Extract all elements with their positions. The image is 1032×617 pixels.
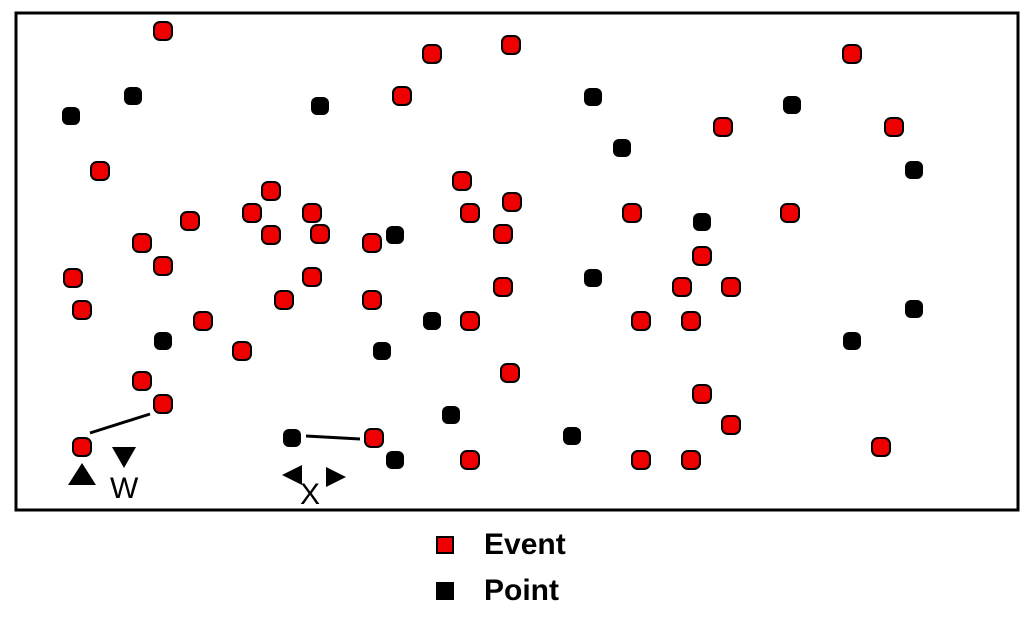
event-swatch (436, 536, 454, 554)
event-marker (302, 267, 322, 287)
event-marker (452, 171, 472, 191)
event-marker (493, 277, 513, 297)
legend-event: Event (436, 528, 566, 562)
event-marker (193, 311, 213, 331)
event-marker (364, 428, 384, 448)
event-marker (261, 181, 281, 201)
event-marker (72, 437, 92, 457)
point-marker (283, 429, 301, 447)
point-marker (905, 300, 923, 318)
event-marker (460, 450, 480, 470)
point-marker (563, 427, 581, 445)
event-marker (681, 311, 701, 331)
x-right-arrow (326, 467, 346, 487)
point-marker (62, 107, 80, 125)
point-marker (423, 312, 441, 330)
event-marker (302, 203, 322, 223)
point-marker (693, 213, 711, 231)
point-marker (843, 332, 861, 350)
event-marker (362, 290, 382, 310)
event-marker (274, 290, 294, 310)
event-marker (460, 203, 480, 223)
point-marker (783, 96, 801, 114)
event-marker (631, 450, 651, 470)
event-marker (622, 203, 642, 223)
event-marker (842, 44, 862, 64)
legend-point-label: Point (484, 574, 559, 607)
point-swatch (436, 582, 454, 600)
event-marker (692, 384, 712, 404)
event-marker (502, 192, 522, 212)
event-marker (884, 117, 904, 137)
event-marker (501, 35, 521, 55)
point-marker (613, 139, 631, 157)
event-marker (153, 394, 173, 414)
point-marker (905, 161, 923, 179)
event-marker (261, 225, 281, 245)
event-marker (681, 450, 701, 470)
point-marker (311, 97, 329, 115)
legend-point: Point (436, 574, 559, 608)
event-marker (500, 363, 520, 383)
point-marker (442, 406, 460, 424)
point-marker (154, 332, 172, 350)
event-marker (90, 161, 110, 181)
event-marker (362, 233, 382, 253)
event-marker (132, 233, 152, 253)
point-marker (584, 88, 602, 106)
markers (62, 21, 923, 470)
x-annotation: X (282, 434, 361, 511)
event-marker (631, 311, 651, 331)
study-area-frame (14, 11, 1020, 512)
point-marker (373, 342, 391, 360)
event-marker (132, 371, 152, 391)
event-marker (153, 256, 173, 276)
point-marker (584, 269, 602, 287)
w-label: W (110, 472, 139, 505)
event-marker (232, 341, 252, 361)
event-marker (871, 437, 891, 457)
point-marker (386, 226, 404, 244)
event-marker (180, 211, 200, 231)
point-marker (386, 451, 404, 469)
w-down-arrow (112, 447, 136, 468)
event-marker (692, 246, 712, 266)
event-marker (460, 311, 480, 331)
w-annotation: W (68, 412, 151, 505)
w-up-arrow (68, 463, 96, 485)
event-marker (672, 277, 692, 297)
x-left-arrow (282, 465, 302, 485)
event-marker (493, 224, 513, 244)
event-marker (153, 21, 173, 41)
w-distance-line (89, 412, 151, 435)
legend-event-label: Event (484, 528, 566, 561)
event-marker (721, 415, 741, 435)
event-marker (713, 117, 733, 137)
event-marker (780, 203, 800, 223)
event-marker (310, 224, 330, 244)
point-marker (124, 87, 142, 105)
event-marker (63, 268, 83, 288)
event-marker (422, 44, 442, 64)
x-distance-line (305, 434, 361, 441)
event-marker (392, 86, 412, 106)
x-label: X (300, 478, 320, 511)
event-marker (242, 203, 262, 223)
event-marker (72, 300, 92, 320)
event-marker (721, 277, 741, 297)
